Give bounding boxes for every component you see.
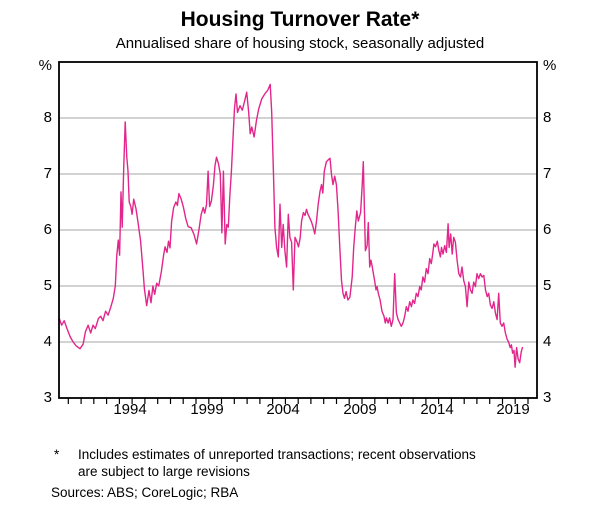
footnote-line-2: are subject to large revisions xyxy=(78,464,250,479)
footnote-marker: * xyxy=(54,447,60,462)
x-axis-label-1999: 1999 xyxy=(190,401,224,418)
sources-label: Sources: xyxy=(51,485,105,500)
x-axis-label-1994: 1994 xyxy=(113,401,147,418)
x-axis-label-2009: 2009 xyxy=(343,401,377,418)
y-axis-label-right-4: 4 xyxy=(543,333,552,350)
y-axis-label-left-5: 5 xyxy=(43,277,52,294)
y-axis-label-right-8: 8 xyxy=(543,109,552,126)
y-axis-label-right-5: 5 xyxy=(543,277,552,294)
x-axis-label-2019: 2019 xyxy=(496,401,530,418)
y-axis-label-right-3: 3 xyxy=(543,389,552,406)
plot-frame xyxy=(58,61,538,399)
x-axis-label-2004: 2004 xyxy=(266,401,300,418)
y-axis-unit-left: % xyxy=(38,57,52,74)
y-axis-unit-right: % xyxy=(543,57,557,74)
x-axis-ticks xyxy=(67,398,529,404)
footnote-text: Includes estimates of unreported transac… xyxy=(78,446,498,480)
y-axis-label-left-6: 6 xyxy=(43,221,52,238)
chart-subtitle: Annualised share of housing stock, seaso… xyxy=(115,35,485,52)
y-axis-label-left-3: 3 xyxy=(43,389,52,406)
sources-text: ABS; CoreLogic; RBA xyxy=(107,485,239,500)
x-axis-label-2014: 2014 xyxy=(420,401,454,418)
footnote-line-1: Includes estimates of unreported transac… xyxy=(78,447,476,462)
y-axis-label-right-6: 6 xyxy=(543,221,552,238)
y-axis-label-left-7: 7 xyxy=(43,165,52,182)
y-axis-label-right-7: 7 xyxy=(543,165,552,182)
turnover-rate-line xyxy=(58,83,524,368)
y-axis-label-left-8: 8 xyxy=(43,109,52,126)
chart-title: Housing Turnover Rate* xyxy=(180,8,420,31)
y-axis-label-left-4: 4 xyxy=(43,333,52,350)
